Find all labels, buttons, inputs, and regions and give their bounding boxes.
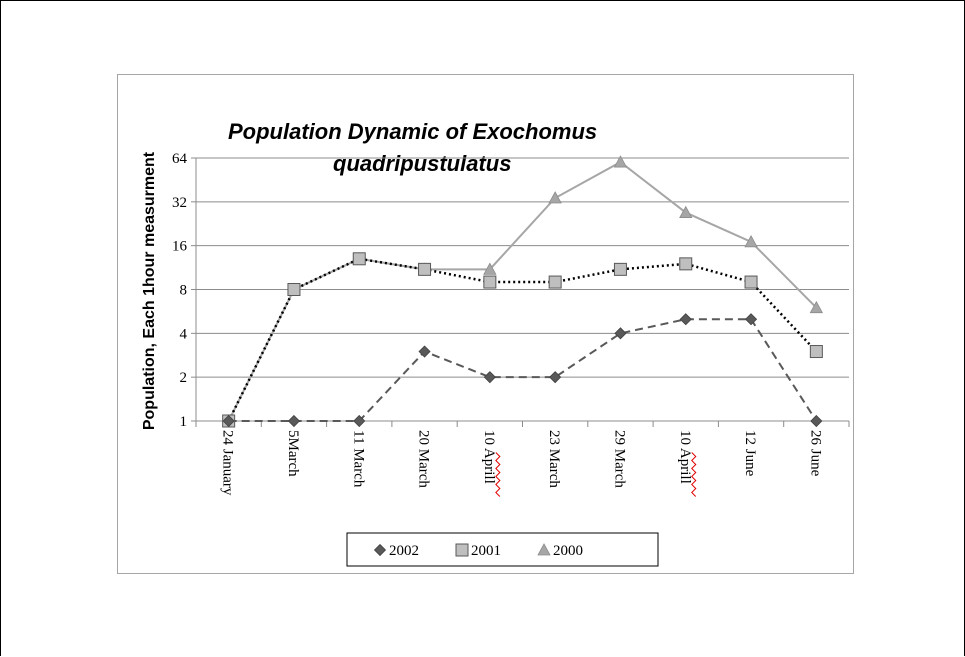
data-point-2001 [548, 275, 562, 289]
data-point-2002 [483, 371, 496, 384]
chart-title-line1: Population Dynamic of Exochomus [228, 119, 597, 144]
y-tick-label: 32 [172, 195, 187, 211]
spelling-underline [495, 452, 501, 497]
y-tick-label: 1 [180, 414, 188, 430]
legend-triangle-icon [537, 543, 551, 556]
data-point-2002 [549, 371, 562, 384]
x-tick-label: 24 January [220, 430, 236, 496]
data-point-2001 [483, 275, 497, 289]
data-point-2002 [744, 313, 758, 326]
legend-label-2000: 2000 [553, 543, 583, 559]
y-tick-label: 8 [180, 283, 188, 299]
data-point-2002 [222, 414, 235, 428]
data-point-2001 [613, 262, 627, 276]
series-line-2002 [228, 318, 818, 422]
legend-diamond-icon [373, 543, 387, 557]
y-tick-label: 64 [172, 151, 188, 167]
data-point-2000 [613, 155, 628, 168]
data-point-2001 [352, 252, 366, 266]
data-point-2001 [287, 283, 301, 296]
data-point-2000 [744, 234, 758, 248]
data-point-2002 [614, 327, 627, 340]
data-point-2001 [679, 257, 693, 271]
x-tick-label: 26 June [807, 430, 823, 477]
data-point-2002 [287, 414, 301, 428]
x-tick-label: 12 June [742, 430, 758, 477]
series-line-2000 [227, 160, 818, 422]
x-tick-label: 29 March [611, 430, 627, 488]
data-point-2002 [810, 414, 823, 428]
y-axis-label: Population, Each 1hour measurment [141, 151, 158, 430]
y-tick-label: 4 [180, 326, 188, 342]
data-point-2001 [418, 262, 432, 276]
data-point-2002 [418, 345, 431, 358]
data-point-2000 [548, 191, 562, 204]
data-point-2000 [483, 262, 497, 275]
data-point-2000 [679, 205, 693, 218]
x-tick-label: 11 March [350, 430, 366, 488]
x-tick-label: 20 March [416, 430, 432, 488]
spelling-underline [691, 452, 697, 497]
x-tick-label: 10 Aprill [481, 430, 497, 484]
data-point-2000 [809, 300, 824, 314]
y-tick-label: 2 [180, 370, 188, 386]
legend-label-2002: 2002 [389, 543, 419, 559]
legend-box [346, 532, 659, 567]
data-point-2002 [679, 313, 692, 326]
series-line-2001 [227, 257, 818, 422]
chart-container: Population Dynamic of Exochomus quadripu… [117, 74, 854, 574]
y-tick-label: 16 [172, 239, 188, 255]
x-tick-label: 23 March [546, 430, 562, 488]
x-tick-label: 5March [285, 430, 301, 477]
chart-title-line2: quadripustulatus [333, 151, 511, 176]
line-chart: Population Dynamic of Exochomus quadripu… [141, 119, 850, 567]
data-point-2001 [809, 345, 823, 359]
legend-square-icon [455, 543, 469, 557]
data-point-2001 [744, 275, 758, 289]
legend-label-2001: 2001 [471, 543, 501, 559]
x-tick-label: 10 Aprill [677, 430, 693, 484]
data-point-2002 [353, 414, 366, 428]
